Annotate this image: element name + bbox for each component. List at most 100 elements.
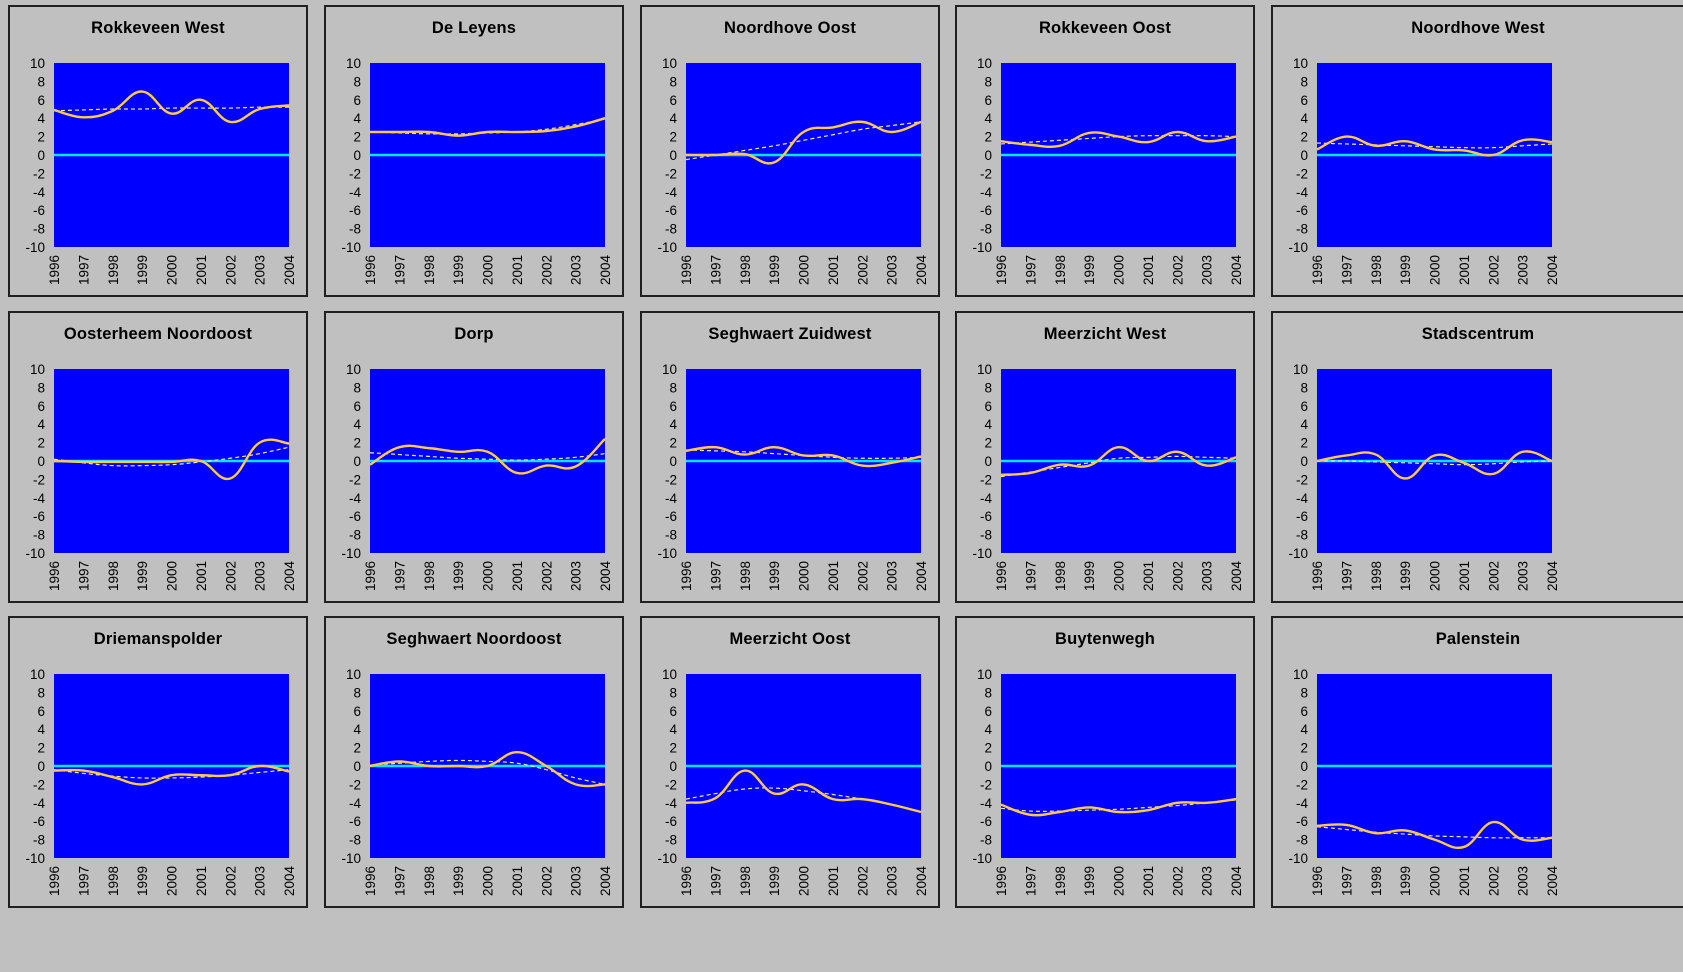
y-tick-label: -4 xyxy=(349,796,361,811)
chart-panel: Meerzicht West 10 8 6 4 2 0 -2 -4 -6 -8 -10 1996 1997… xyxy=(955,311,1255,603)
x-tick-label: 1999 xyxy=(135,866,150,896)
trend-line xyxy=(369,118,606,135)
x-tick-label: 2002 xyxy=(1170,255,1185,285)
y-tick-label: -10 xyxy=(341,546,361,561)
x-tick-label: 2002 xyxy=(1486,255,1501,285)
x-tick-label: 1999 xyxy=(1398,866,1413,896)
series-line xyxy=(369,438,606,475)
y-tick-label: -4 xyxy=(33,491,45,506)
x-tick-label: 1998 xyxy=(422,561,437,591)
x-tick-label: 2002 xyxy=(539,561,554,591)
y-tick-label: 8 xyxy=(984,380,992,395)
x-tick-label: 2004 xyxy=(282,561,297,592)
y-tick-label: -4 xyxy=(980,796,992,811)
y-tick-label: -2 xyxy=(665,777,677,792)
trend-line xyxy=(53,106,290,112)
x-tick-label: 1996 xyxy=(363,866,378,896)
x-tick-label: 1997 xyxy=(1023,866,1038,896)
x-tick-label: 1996 xyxy=(363,255,378,285)
chart-title: Rokkeveen Oost xyxy=(1038,19,1172,37)
y-tick-label: -10 xyxy=(25,851,45,866)
chart-panel: Noordhove Oost 10 8 6 4 2 0 -2 -4 -6 -8 -10 1996 1997… xyxy=(640,5,940,297)
y-tick-label: 8 xyxy=(37,380,45,395)
y-tick-label: -10 xyxy=(25,546,45,561)
y-tick-label: -10 xyxy=(972,851,992,866)
x-tick-label: 2000 xyxy=(481,561,496,591)
y-tick-label: 2 xyxy=(1300,741,1308,756)
y-tick-label: 10 xyxy=(662,56,677,71)
series-line xyxy=(1000,797,1237,817)
x-tick-label: 1999 xyxy=(1082,255,1097,285)
y-tick-label: 2 xyxy=(669,436,677,451)
x-tick-label: 1999 xyxy=(451,255,466,285)
x-tick-label: 1996 xyxy=(679,561,694,591)
x-tick-label: 1998 xyxy=(1053,255,1068,285)
y-tick-label: 10 xyxy=(662,362,677,377)
y-tick-label: -2 xyxy=(33,777,45,792)
y-tick-label: 10 xyxy=(30,667,45,682)
x-tick-label: 1998 xyxy=(106,561,121,591)
y-tick-label: 6 xyxy=(37,93,45,108)
x-tick-label: 2002 xyxy=(539,255,554,285)
x-tick-label: 2004 xyxy=(598,866,613,897)
y-tick-label: 4 xyxy=(37,111,45,126)
y-tick-label: -8 xyxy=(1296,528,1308,543)
x-tick-label: 1997 xyxy=(1339,561,1354,591)
y-tick-label: 4 xyxy=(984,111,992,126)
y-tick-label: 10 xyxy=(1293,667,1308,682)
y-tick-label: -6 xyxy=(349,203,361,218)
y-tick-label: 2 xyxy=(984,436,992,451)
y-tick-label: 2 xyxy=(1300,436,1308,451)
chart-title: Seghwaert Zuidwest xyxy=(708,325,872,343)
series-line xyxy=(1000,446,1237,476)
x-tick-label: 1997 xyxy=(76,561,91,591)
x-tick-label: 2001 xyxy=(1457,255,1472,285)
trend-line xyxy=(1316,826,1552,839)
x-tick-label: 2003 xyxy=(253,866,268,896)
trend-line xyxy=(1316,142,1553,149)
y-tick-label: 4 xyxy=(1300,417,1308,432)
y-tick-label: -2 xyxy=(1296,166,1308,181)
x-tick-label: 2002 xyxy=(223,866,238,896)
y-tick-label: -2 xyxy=(1296,777,1308,792)
chart-panel: Palenstein 10 8 6 4 2 0 -2 -4 -6 -8 -10 1996 1997 1998… xyxy=(1271,616,1683,908)
y-tick-label: 2 xyxy=(669,130,677,145)
y-tick-label: 0 xyxy=(37,759,45,774)
y-tick-label: 8 xyxy=(353,380,361,395)
y-tick-label: 6 xyxy=(669,399,677,414)
y-tick-label: 0 xyxy=(37,148,45,163)
x-tick-label: 2000 xyxy=(1428,255,1443,285)
y-tick-label: -8 xyxy=(665,833,677,848)
x-tick-label: 1996 xyxy=(1310,866,1325,896)
chart-title: De Leyens xyxy=(431,19,517,37)
y-tick-label: -6 xyxy=(1296,509,1308,524)
chart-panel: Stadscentrum 10 8 6 4 2 0 -2 -4 -6 -8 -10 1996 1997 19… xyxy=(1271,311,1683,603)
x-tick-label: 2000 xyxy=(481,255,496,285)
x-tick-label: 2001 xyxy=(510,561,525,591)
x-tick-label: 2002 xyxy=(1170,561,1185,591)
y-tick-label: 10 xyxy=(977,362,992,377)
x-tick-label: 2000 xyxy=(1428,561,1443,591)
series-line xyxy=(1316,135,1553,157)
x-tick-label: 2004 xyxy=(1229,561,1244,592)
x-tick-label: 2001 xyxy=(510,255,525,285)
x-tick-label: 1999 xyxy=(1082,866,1097,896)
y-tick-label: -10 xyxy=(1288,851,1308,866)
x-tick-label: 1997 xyxy=(1023,255,1038,285)
y-tick-label: 6 xyxy=(353,399,361,414)
x-tick-label: 1999 xyxy=(1082,561,1097,591)
x-tick-label: 2004 xyxy=(1545,255,1560,286)
series-line xyxy=(1316,450,1553,480)
series-line xyxy=(53,438,290,481)
y-tick-label: -4 xyxy=(1296,796,1308,811)
chart-panel: Seghwaert Noordoost 10 8 6 4 2 0 -2 -4 -6 -8 -10 199… xyxy=(324,616,624,908)
chart-title: Dorp xyxy=(454,325,494,343)
y-tick-label: -4 xyxy=(980,185,992,200)
x-tick-label: 2004 xyxy=(914,255,929,286)
